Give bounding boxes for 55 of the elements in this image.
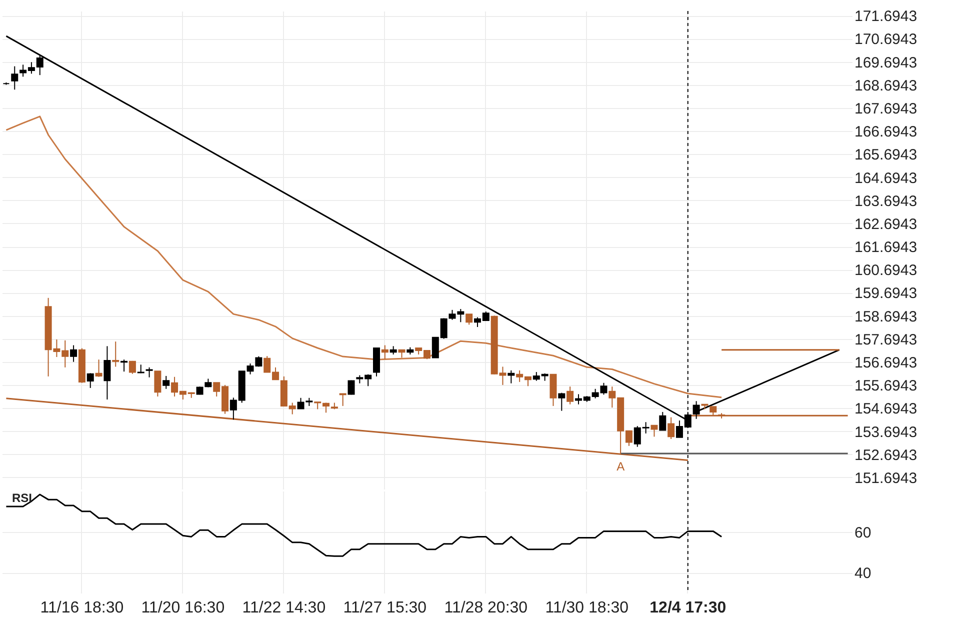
y-tick-label: 167.6943 (854, 100, 918, 118)
candlestick (11, 66, 18, 90)
y-tick-label: 156.6943 (854, 354, 918, 372)
candlestick (381, 344, 388, 360)
candlestick (70, 344, 78, 362)
y-tick-label: 165.6943 (854, 146, 918, 164)
y-tick-label: 164.6943 (854, 170, 918, 187)
y-tick-label: 171.6943 (854, 8, 918, 26)
y-tick-label: 151.6943 (854, 470, 918, 487)
candlestick (466, 314, 473, 326)
y-tick-label: 155.6943 (854, 378, 918, 395)
y-tick-label: 160.6943 (854, 262, 918, 280)
annotation: RSI (12, 491, 32, 505)
x-tick-label: 11/20 16:30 (141, 600, 225, 616)
y-tick-label: 168.6943 (854, 77, 918, 94)
y-tick-label: 154.6943 (854, 400, 918, 418)
y-tick-label: 153.6943 (854, 424, 918, 441)
candlestick (104, 346, 111, 400)
y-tick-label: 159.6943 (854, 285, 918, 302)
candlestick (128, 360, 136, 374)
candlestick (154, 370, 162, 397)
candlestick (146, 366, 153, 378)
candlestick (95, 359, 102, 378)
y-tick-label: 162.6943 (854, 216, 918, 233)
y-tick-label: 60 (854, 524, 872, 542)
candlestick (120, 359, 128, 372)
candlestick (650, 424, 658, 438)
annotation: A (616, 459, 625, 474)
candlestick (566, 386, 574, 405)
x-tick-label: 11/16 18:30 (40, 600, 124, 616)
candlestick (558, 392, 566, 412)
candlestick (550, 374, 557, 406)
candlestick (668, 416, 675, 440)
y-tick-label: 170.6943 (854, 31, 918, 48)
candlestick (112, 341, 120, 368)
y-tick-label: 163.6943 (854, 192, 918, 210)
x-tick-label: 11/28 20:30 (444, 600, 528, 616)
x-tick-label: 11/30 18:30 (545, 600, 629, 616)
y-tick-label: 166.6943 (854, 124, 918, 141)
candlestick (322, 402, 330, 414)
candlestick (339, 393, 346, 406)
y-tick-label: 169.6943 (854, 54, 918, 72)
x-tick-label: 12/4 17:30 (650, 600, 726, 616)
y-tick-label: 161.6943 (854, 239, 918, 256)
y-tick-label: 157.6943 (854, 331, 918, 348)
candlestick (659, 411, 666, 431)
line-series (5, 116, 722, 398)
y-tick-label: 152.6943 (854, 446, 918, 464)
candlestick (162, 375, 170, 390)
candlestick (86, 372, 94, 388)
x-tick-label: 11/22 14:30 (242, 600, 326, 616)
y-tick-label: 158.6943 (854, 308, 918, 326)
y-tick-label: 40 (854, 565, 872, 582)
candlestick (508, 370, 515, 384)
x-tick-label: 11/27 15:30 (343, 600, 427, 616)
